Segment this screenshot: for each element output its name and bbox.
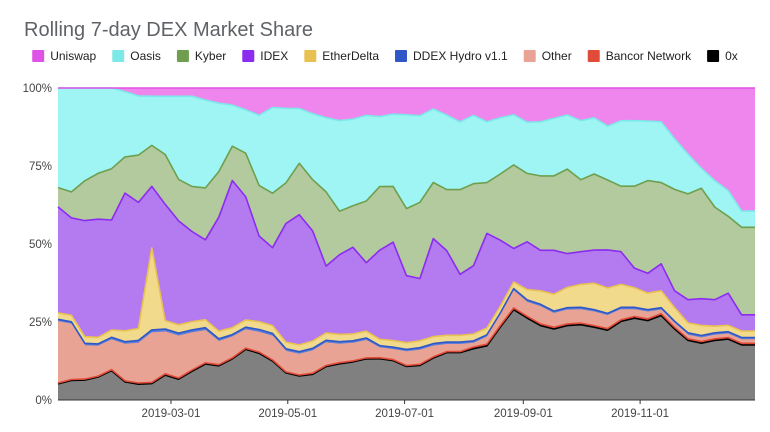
axes: 0% 25% 50% 75% 100% 2019-03-01 2019-05-01 2019-…: [23, 83, 755, 420]
legend-swatch-other: [523, 50, 536, 62]
area-kyber: [58, 145, 755, 315]
legend-label-uniswap: Uniswap: [50, 49, 96, 63]
legend-label-0x: 0x: [725, 49, 738, 63]
legend: Uniswap Oasis Kyber IDEX EtherDelta DDEX Hydr…: [32, 49, 738, 63]
y-tick-label: 100%: [23, 83, 52, 95]
legend-swatch-kyber: [176, 50, 189, 62]
x-tick-label: 2019-07-01: [375, 408, 434, 420]
line-kyber: [57, 144, 755, 229]
legend-label-kyber: Kyber: [195, 49, 226, 63]
chart-title: Rolling 7-day DEX Market Share: [24, 19, 313, 41]
line-0x: [57, 308, 755, 385]
x-tick-label: 2019-05-01: [258, 408, 317, 420]
legend-swatch-bancor-network: [587, 50, 600, 62]
x-tick-label: 2019-03-01: [142, 408, 201, 420]
line-oasis: [58, 87, 755, 212]
x-tick-label: 2019-11-01: [611, 408, 669, 420]
series-lines: [57, 87, 755, 385]
y-tick-label: 25%: [29, 317, 52, 329]
x-tick-label: 2019-09-01: [494, 408, 553, 420]
legend-swatch-oasis: [112, 50, 125, 62]
legend-label-other: Other: [542, 49, 572, 63]
legend-label-oasis: Oasis: [130, 49, 161, 63]
y-tick-label: 0%: [35, 395, 52, 407]
legend-swatch-0x: [707, 50, 720, 62]
line-etherdelta: [57, 247, 755, 346]
area-oasis: [58, 88, 755, 228]
area-0x: [58, 309, 755, 400]
area-other: [58, 291, 755, 383]
line-idex: [57, 179, 755, 316]
y-tick-label: 75%: [29, 161, 52, 173]
legend-label-ddex-hydro-v1-1: DDEX Hydro v1.1: [413, 49, 508, 63]
legend-swatch-idex: [242, 50, 255, 62]
legend-swatch-ddex-hydro-v1-1: [395, 50, 408, 62]
line-other: [57, 290, 755, 356]
stacked-areas: [58, 88, 755, 400]
legend-label-idex: IDEX: [260, 49, 288, 63]
area-uniswap: [58, 88, 755, 212]
y-tick-label: 50%: [29, 239, 52, 251]
line-bancor-network: [57, 307, 755, 384]
legend-swatch-etherdelta: [304, 50, 317, 62]
legend-label-etherdelta: EtherDelta: [322, 49, 379, 63]
area-idex: [58, 180, 755, 345]
legend-swatch-uniswap: [32, 50, 45, 62]
line-ddex-hydro-v1-1: [57, 287, 755, 353]
legend-label-bancor-network: Bancor Network: [606, 49, 692, 63]
